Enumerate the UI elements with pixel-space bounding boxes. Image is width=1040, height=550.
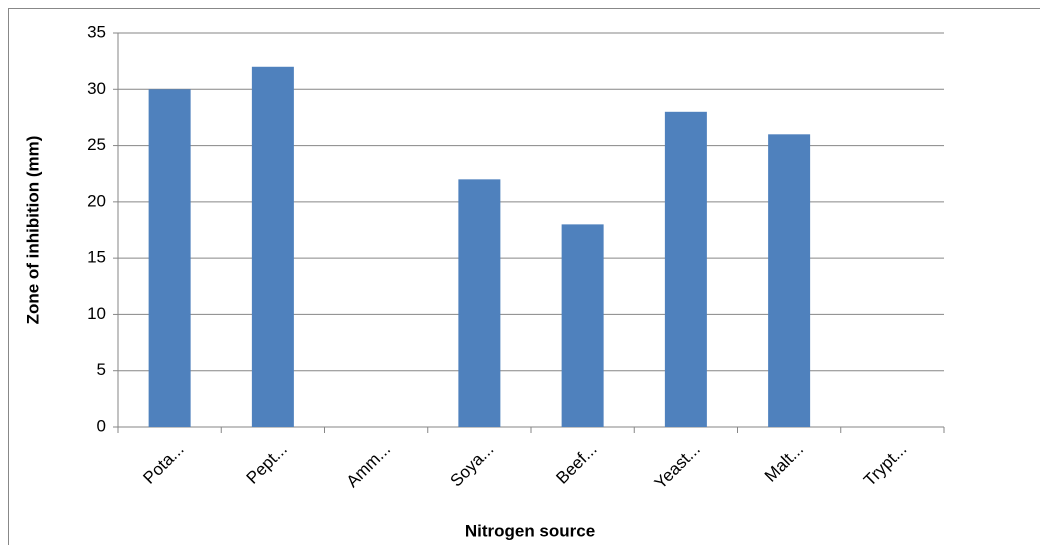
x-axis-label: Nitrogen source bbox=[465, 521, 595, 540]
x-tick-label: Pota... bbox=[139, 440, 187, 488]
x-tick-label: Soya... bbox=[447, 440, 498, 491]
y-tick-label: 0 bbox=[97, 416, 106, 435]
x-tick-label: Pept... bbox=[243, 440, 291, 488]
bar bbox=[665, 112, 707, 427]
y-tick-label: 35 bbox=[87, 22, 106, 41]
y-axis-label: Zone of inhibition (mm) bbox=[23, 136, 42, 325]
x-tick-label: Malt... bbox=[761, 440, 807, 486]
x-tick-label: Yeast... bbox=[651, 440, 704, 493]
y-tick-label: 10 bbox=[87, 304, 106, 323]
y-tick-label: 25 bbox=[87, 135, 106, 154]
bar bbox=[458, 179, 500, 427]
y-tick-label: 15 bbox=[87, 248, 106, 267]
y-tick-label: 30 bbox=[87, 79, 106, 98]
bar bbox=[562, 224, 604, 427]
y-tick-label: 20 bbox=[87, 191, 106, 210]
y-tick-label: 5 bbox=[97, 360, 106, 379]
bar bbox=[252, 67, 294, 427]
x-tick-label: Trypt... bbox=[860, 440, 910, 490]
x-tick-label: Amm... bbox=[343, 440, 395, 492]
x-tick-label: Beef... bbox=[552, 440, 600, 488]
bar bbox=[149, 89, 191, 427]
bar bbox=[768, 134, 810, 427]
